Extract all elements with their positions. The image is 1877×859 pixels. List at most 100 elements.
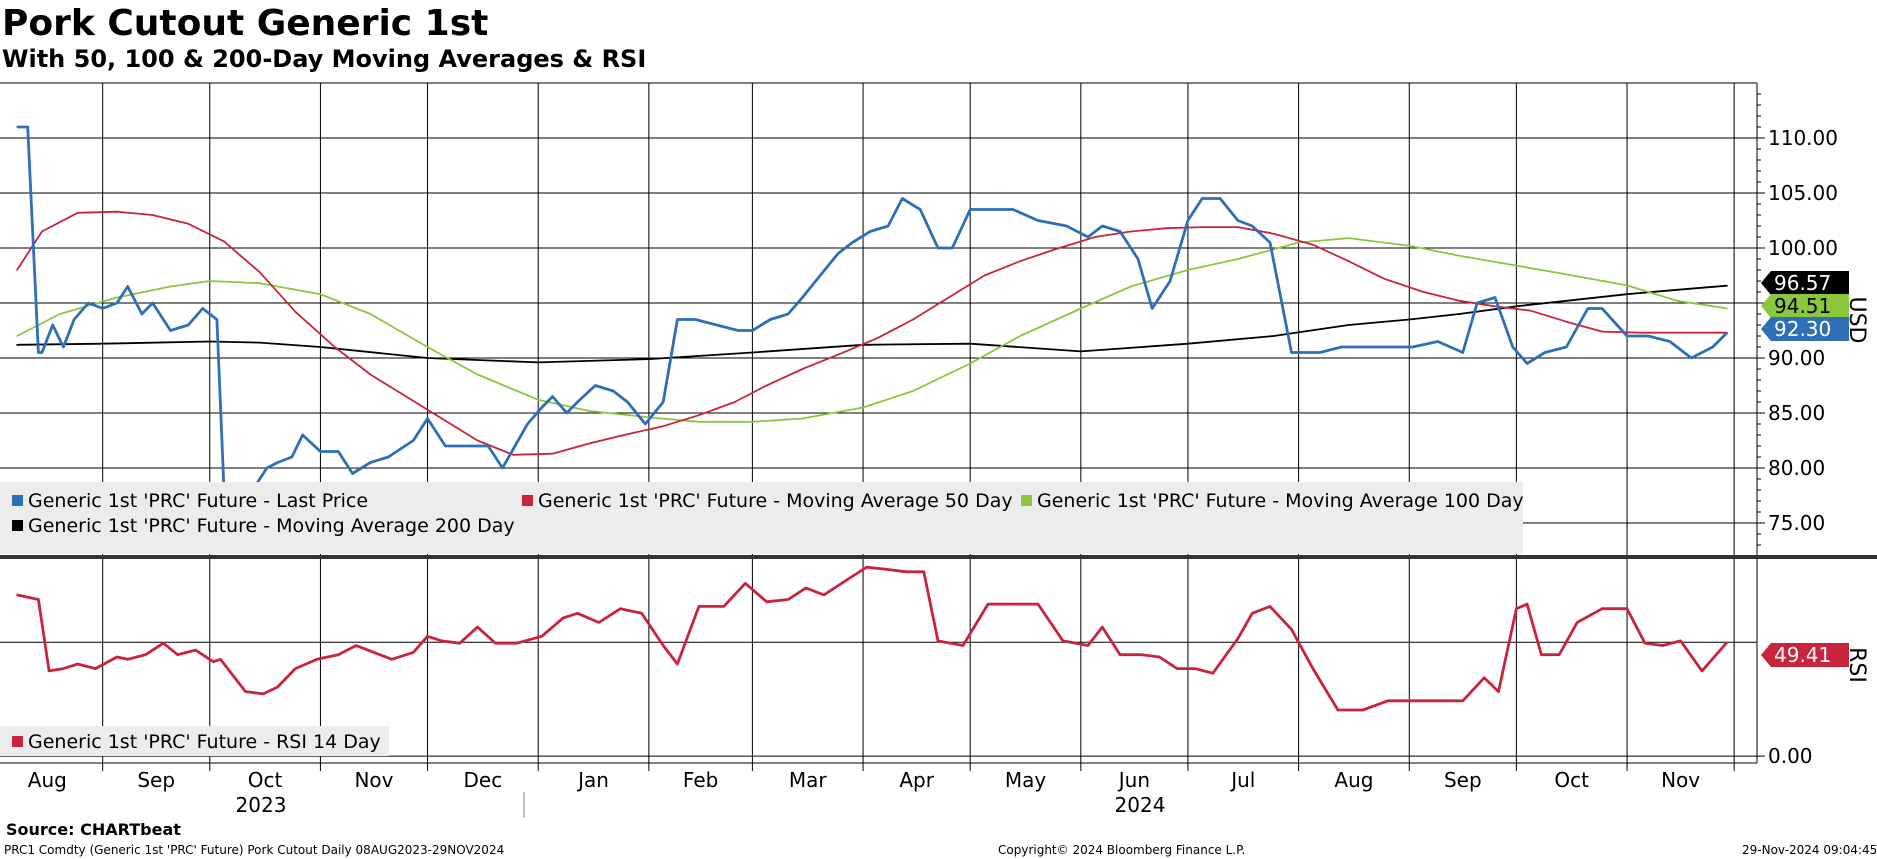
ma100-line-point	[587, 410, 589, 412]
year-label: 2023	[236, 793, 287, 817]
ma50-line-point	[1130, 230, 1132, 233]
ma50-line-point	[1055, 248, 1057, 250]
rsi-line-point	[1176, 667, 1178, 670]
ma200-line-point	[209, 340, 211, 343]
price-legend: Generic 1st 'PRC' Future - Last Price Gen…	[0, 482, 1524, 554]
last-price-line-point	[1494, 296, 1496, 299]
last-price-line-point	[769, 318, 772, 321]
legend-swatch	[12, 495, 23, 506]
rsi-line-point	[987, 603, 989, 605]
rsi-line-point	[1290, 628, 1293, 631]
price-tick-label: 80.00	[1768, 456, 1825, 480]
last-price-line-point	[337, 450, 340, 453]
rsi-line-point	[1412, 700, 1414, 702]
ma50-line-point	[1237, 226, 1239, 228]
rsi-line-point	[176, 653, 179, 656]
last-price-line-point	[169, 329, 172, 332]
ma50-line-point	[1094, 236, 1096, 238]
last-price-line-point	[1626, 335, 1628, 337]
last-price-line-point	[1269, 241, 1271, 244]
last-price-line-point	[1137, 258, 1139, 260]
ma100-line-point	[1019, 335, 1021, 337]
month-label: Oct	[248, 768, 283, 792]
ma200-line-point	[537, 361, 539, 364]
month-label: Sep	[1444, 768, 1482, 792]
ma100-line-point	[1130, 285, 1132, 288]
ma50-line-point	[551, 452, 554, 455]
ma50-line-point	[258, 271, 261, 274]
last-price-line-point	[301, 434, 304, 436]
ma200-line-point	[319, 346, 322, 348]
chart-subtitle: With 50, 100 & 200-Day Moving Averages &…	[2, 45, 647, 73]
last-price-line-point	[887, 225, 889, 227]
last-price-line-point	[715, 324, 718, 326]
ma50-line-point	[76, 212, 79, 214]
ma50-line-point	[1565, 320, 1568, 323]
ma100-line-point	[1676, 300, 1678, 302]
month-label: Jun	[1117, 768, 1150, 792]
rsi-line-point	[1158, 656, 1161, 658]
last-price-line-point	[351, 472, 354, 475]
ma200-line-point	[1515, 305, 1518, 308]
ma50-line-point	[1422, 291, 1425, 293]
last-price-line-point	[1340, 346, 1343, 348]
ma50-line-point	[223, 240, 225, 243]
ma100-line-point	[319, 293, 322, 296]
year-label: 2024	[1115, 793, 1166, 817]
last-price-line-point	[594, 384, 597, 387]
last-price-line-point	[937, 247, 939, 249]
last-price-line-point	[1151, 307, 1153, 310]
last-price-line-point	[919, 208, 921, 211]
ma50-line-point	[1347, 260, 1350, 263]
ma100-line-point	[1187, 269, 1189, 271]
last-price-line-point	[1669, 340, 1671, 343]
ma50-line-point	[1494, 305, 1496, 308]
ma200-line-point	[1408, 318, 1411, 321]
ma100-line-group	[16, 237, 1728, 423]
last-price-line-point	[751, 329, 754, 332]
rsi-axis-unit: RSI	[1844, 647, 1869, 683]
last-price-line-point	[541, 406, 543, 409]
last-price-line-point	[369, 461, 372, 464]
last-price-line-point	[51, 324, 54, 326]
ma200-line-point	[1272, 335, 1275, 337]
rsi-line-point	[562, 617, 564, 619]
last-price-line-point	[462, 445, 465, 447]
rsi-line-point	[619, 607, 622, 610]
ma50-line-point	[405, 395, 407, 398]
ma50-line-point	[476, 439, 479, 442]
rsi-line-group	[16, 565, 1729, 712]
rsi-line-point	[48, 670, 50, 672]
last-price-line-point	[26, 126, 29, 128]
rsi-line-point	[1701, 670, 1703, 672]
rsi-line-point	[1679, 640, 1682, 642]
last-price-line-point	[73, 318, 75, 321]
ma100-value-flag-shape	[1761, 294, 1849, 318]
rsi-line-point	[541, 635, 543, 638]
rsi-line-point	[1558, 653, 1560, 656]
rsi-line-point	[1726, 641, 1728, 644]
last-price-line-point	[1544, 351, 1546, 354]
last-price-line-point	[1362, 346, 1364, 348]
rsi-line	[16, 565, 1729, 712]
rsi-line-point	[1601, 607, 1603, 610]
ma50-line-point	[1201, 226, 1203, 228]
month-label: Jan	[576, 768, 609, 792]
ma100-line-point	[476, 373, 479, 376]
last-price-line-point	[801, 296, 804, 299]
last-price-line-point	[444, 445, 447, 447]
rsi-line-point	[1012, 603, 1014, 605]
last-price-line-point	[676, 318, 679, 321]
last-price-line-point	[62, 346, 65, 348]
ma200-value-flag: 96.57	[1761, 271, 1849, 295]
ma50-line-point	[1458, 300, 1461, 302]
ma50-line-point	[947, 296, 950, 299]
ma100-line-point	[1347, 237, 1350, 239]
rsi-line-point	[662, 644, 664, 647]
ma200-value-flag-shape	[1761, 271, 1849, 295]
ma200-value-flag-text: 96.57	[1774, 271, 1831, 295]
legend-label: Generic 1st 'PRC' Future - Last Price	[28, 490, 368, 512]
last-price-line-point	[216, 318, 218, 321]
rsi-legend: Generic 1st 'PRC' Future - RSI 14 Day	[0, 726, 389, 756]
rsi-line-point	[844, 580, 846, 582]
